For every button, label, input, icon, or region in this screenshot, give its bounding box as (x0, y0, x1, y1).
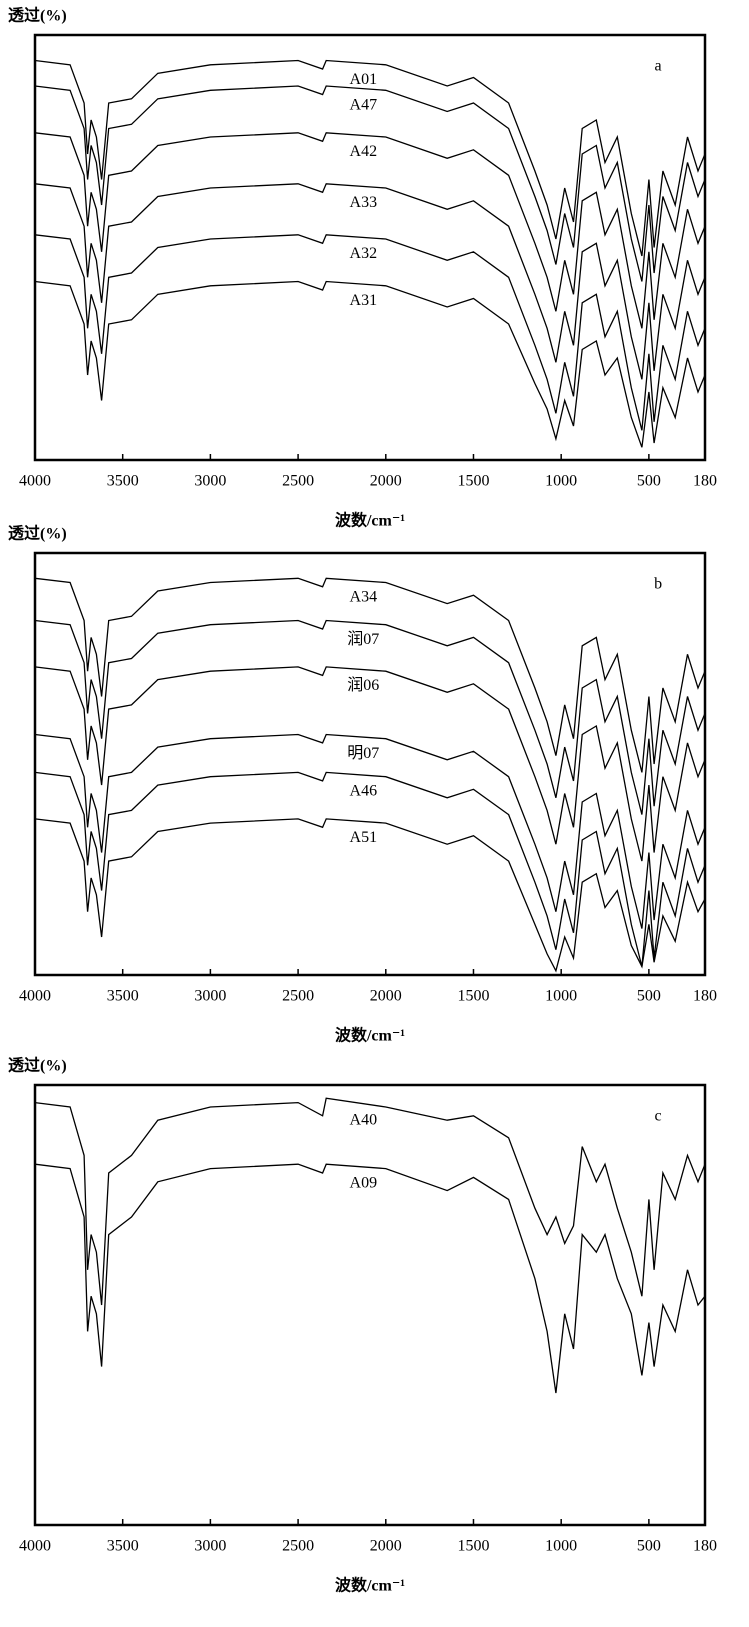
x-axis-label: 波数/cm⁻¹ (335, 511, 405, 530)
y-axis-label: 透过(%) (8, 6, 67, 25)
x-tick-label: 2000 (370, 988, 402, 1005)
series-label: A34 (350, 589, 378, 606)
x-tick-label: 1500 (457, 473, 489, 490)
series-label: A09 (350, 1175, 378, 1192)
series-label: 润07 (347, 630, 379, 648)
spectrum-line (34, 183, 706, 380)
spectrum-line (34, 59, 706, 257)
x-tick-label: 4000 (19, 1538, 51, 1555)
series-label: A33 (350, 194, 378, 211)
x-tick-label: 1000 (545, 988, 577, 1005)
spectrum-line (34, 1097, 706, 1306)
spectrum-line (34, 132, 706, 329)
series-label: A46 (350, 783, 378, 800)
series-label: A42 (350, 143, 378, 160)
x-tick-label: 2500 (282, 473, 314, 490)
spectrum-line (34, 619, 706, 815)
series-label: A47 (350, 96, 378, 113)
y-axis-label: 透过(%) (8, 1056, 67, 1075)
x-tick-label: 2500 (282, 1538, 314, 1555)
panel-label: c (655, 1108, 662, 1125)
x-tick-label: 180 (693, 473, 717, 490)
panel-label: b (654, 576, 662, 593)
x-tick-label: 1500 (457, 988, 489, 1005)
x-tick-label: 3000 (194, 988, 226, 1005)
spectrum-line (34, 280, 706, 448)
series-label: A01 (350, 71, 378, 88)
x-tick-label: 4000 (19, 988, 51, 1005)
y-axis-label: 透过(%) (8, 524, 67, 543)
series-label: A51 (350, 829, 378, 846)
x-tick-label: 500 (637, 1538, 661, 1555)
x-tick-label: 1500 (457, 1538, 489, 1555)
spectrum-line (34, 234, 706, 431)
spectrum-line (34, 818, 706, 973)
plot-frame (33, 551, 707, 977)
plot-frame (33, 33, 707, 462)
x-tick-label: 500 (637, 473, 661, 490)
spectrum-line (34, 1163, 706, 1394)
x-tick-label: 3500 (107, 473, 139, 490)
x-axis-label: 波数/cm⁻¹ (335, 1026, 405, 1045)
series-label: A40 (350, 1111, 378, 1128)
x-tick-label: 1000 (545, 1538, 577, 1555)
spectrum-line (34, 577, 706, 773)
series-label: 润06 (347, 676, 379, 694)
x-tick-label: 4000 (19, 473, 51, 490)
panel-label: a (655, 58, 662, 75)
x-tick-label: 500 (637, 988, 661, 1005)
x-tick-label: 180 (693, 1538, 717, 1555)
x-tick-label: 2500 (282, 988, 314, 1005)
spectrum-line (34, 771, 706, 967)
series-label: A32 (350, 245, 378, 262)
plot-frame (33, 1083, 707, 1527)
series-label: 明07 (347, 745, 379, 762)
x-tick-label: 3500 (107, 988, 139, 1005)
x-tick-label: 2000 (370, 473, 402, 490)
x-tick-label: 3000 (194, 473, 226, 490)
x-tick-label: 3500 (107, 1538, 139, 1555)
series-label: A31 (350, 292, 378, 309)
x-tick-label: 2000 (370, 1538, 402, 1555)
x-tick-label: 180 (693, 988, 717, 1005)
spectrum-line (34, 666, 706, 862)
x-tick-label: 3000 (194, 1538, 226, 1555)
x-axis-label: 波数/cm⁻¹ (335, 1576, 405, 1595)
spectrum-line (34, 733, 706, 929)
spectrum-line (34, 85, 706, 282)
x-tick-label: 1000 (545, 473, 577, 490)
